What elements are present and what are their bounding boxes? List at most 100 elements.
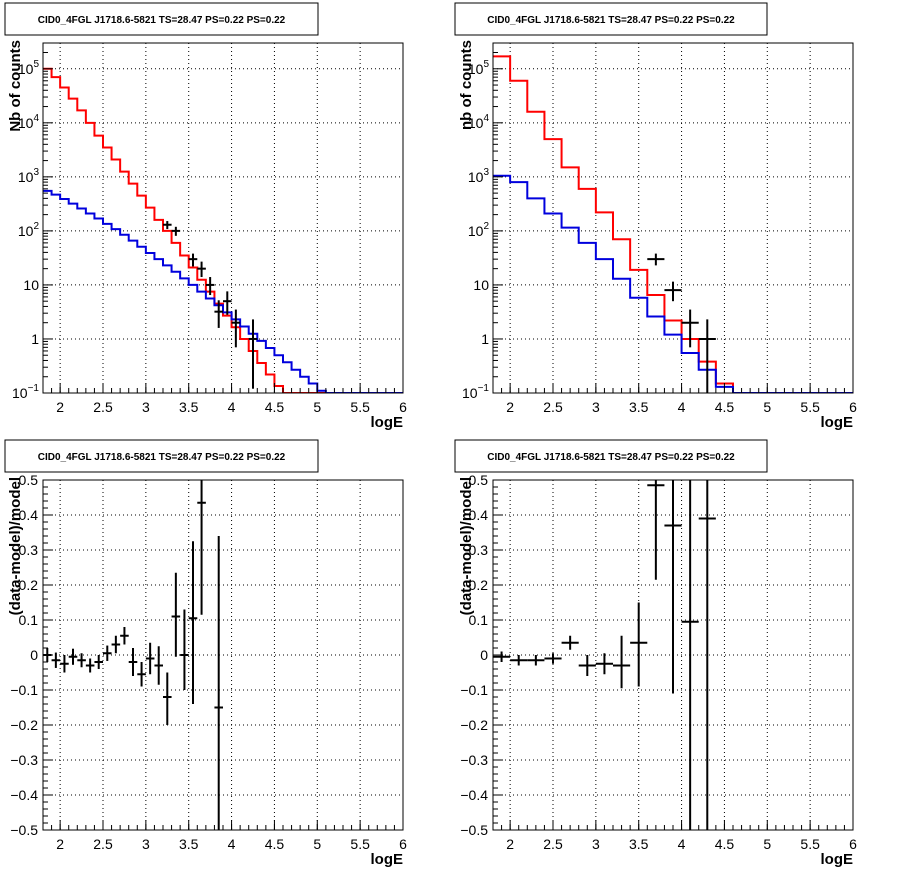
data-point (231, 309, 241, 348)
y-tick-label: 0.2 (19, 577, 39, 593)
x-tick-label: 5.5 (800, 399, 820, 415)
x-tick-label: 2.5 (543, 399, 563, 415)
y-tick-label: 0.3 (19, 542, 39, 558)
x-tick-label: 2.5 (93, 399, 113, 415)
x-tick-label: 3.5 (629, 836, 649, 852)
data-point (171, 572, 181, 657)
x-axis-title: logE (371, 851, 404, 868)
data-point (145, 642, 155, 675)
chart-title: CID0_4FGL J1718.6-5821 TS=28.47 PS=0.22 … (38, 452, 286, 463)
chart-panel-bottom-left: 2 2.5 3 3.5 4 4.5 5 5.5 6 −0.5 −0.4 −0.3 −0.2 −0.1 0 0.… (4, 439, 407, 868)
title-box (454, 439, 768, 473)
y-axis-title: (data-model)/model (458, 477, 475, 615)
y-tick-label: −0.2 (460, 717, 488, 733)
data-point (630, 602, 648, 687)
chart-panel-top-left: 2 2.5 3 3.5 4 4.5 5 5.5 6 10−1 1 10 102 103 104 105 logE… (4, 2, 407, 431)
data-point (188, 253, 198, 267)
data-point (103, 645, 112, 661)
data-point (60, 655, 69, 673)
y-tick-label: 10 (473, 277, 489, 293)
y-tick-label: 102 (468, 221, 490, 239)
data-point (120, 627, 129, 645)
x-tick-label: 5 (313, 399, 321, 415)
y-tick-label: 0.5 (469, 472, 489, 488)
data-point (578, 655, 596, 676)
histogram-total-model (493, 55, 853, 393)
x-tick-label: 6 (849, 836, 857, 852)
grid (493, 43, 853, 393)
data-point (94, 655, 103, 669)
data-point (544, 653, 562, 664)
data-point (214, 536, 223, 830)
y-axis-title: Nb of counts (7, 40, 24, 132)
data-point (205, 277, 215, 296)
x-tick-label: 5 (763, 399, 771, 415)
data-point (51, 652, 61, 668)
x-tick-label: 4.5 (715, 399, 735, 415)
chart-title: CID0_4FGL J1718.6-5821 TS=28.47 PS=0.22 … (487, 15, 735, 26)
x-tick-label: 4.5 (715, 836, 735, 852)
x-axis-title: logE (821, 851, 854, 868)
y-tick-label: −0.3 (10, 752, 38, 768)
x-tick-label: 3.5 (629, 399, 649, 415)
y-tick-label: −0.3 (460, 752, 488, 768)
data-point (68, 648, 78, 665)
grid (43, 480, 403, 830)
x-tick-label: 5 (313, 836, 321, 852)
data-point (77, 653, 86, 668)
chart-title: CID0_4FGL J1718.6-5821 TS=28.47 PS=0.22 … (38, 15, 286, 26)
x-tick-label: 6 (399, 836, 407, 852)
chart-panel-bottom-right: 2 2.5 3 3.5 4 4.5 5 5.5 6 −0.5 −0.4 −0.3 −0.2 −0.1 0 0.… (454, 439, 857, 868)
y-tick-label: 10−1 (12, 383, 39, 401)
x-tick-label: 2.5 (93, 836, 113, 852)
data-point (214, 300, 223, 328)
y-tick-label: 0.4 (469, 507, 489, 523)
data-point (111, 635, 121, 654)
data-point (188, 541, 198, 704)
x-tick-label: 4.5 (265, 836, 285, 852)
x-tick-label: 2.5 (543, 836, 563, 852)
y-tick-label: 105 (18, 59, 40, 77)
x-axis-title: logE (821, 414, 854, 431)
data-points (647, 253, 716, 393)
data-point (180, 609, 189, 690)
title-box (454, 2, 768, 36)
x-tick-label: 4 (678, 836, 686, 852)
data-point (698, 480, 716, 830)
data-point (527, 655, 545, 666)
y-tick-label: −0.2 (10, 717, 38, 733)
data-points (163, 221, 258, 389)
data-point (561, 635, 579, 650)
y-tick-label: 102 (18, 221, 40, 239)
x-tick-label: 2 (56, 399, 64, 415)
plot-frame (492, 42, 854, 394)
y-tick-label: −0.5 (10, 822, 38, 838)
x-tick-label: 5 (763, 836, 771, 852)
x-tick-label: 4 (678, 399, 686, 415)
data-point (163, 221, 172, 230)
title-box (4, 439, 319, 473)
data-point (163, 672, 172, 725)
x-tick-label: 3 (142, 836, 150, 852)
x-tick-label: 5.5 (800, 836, 820, 852)
x-tick-label: 2 (506, 399, 514, 415)
y-tick-label: 104 (468, 113, 490, 131)
data-point (613, 635, 631, 689)
y-tick-label: 0 (480, 647, 488, 663)
y-tick-label: 10−1 (462, 383, 489, 401)
histogram-total-model (43, 67, 403, 393)
data-point (595, 653, 613, 675)
grid (43, 43, 403, 393)
x-axis-title: logE (371, 414, 404, 431)
x-tick-label: 3 (592, 836, 600, 852)
data-point (510, 655, 528, 666)
data-point (128, 648, 138, 676)
histogram-source-model (493, 174, 853, 393)
data-point (664, 480, 682, 694)
y-tick-label: 0.5 (19, 472, 39, 488)
y-tick-label: 103 (18, 167, 40, 185)
title-box (4, 2, 319, 36)
y-tick-label: −0.4 (460, 787, 488, 803)
chart-title: CID0_4FGL J1718.6-5821 TS=28.47 PS=0.22 … (487, 452, 735, 463)
data-point (647, 253, 665, 266)
